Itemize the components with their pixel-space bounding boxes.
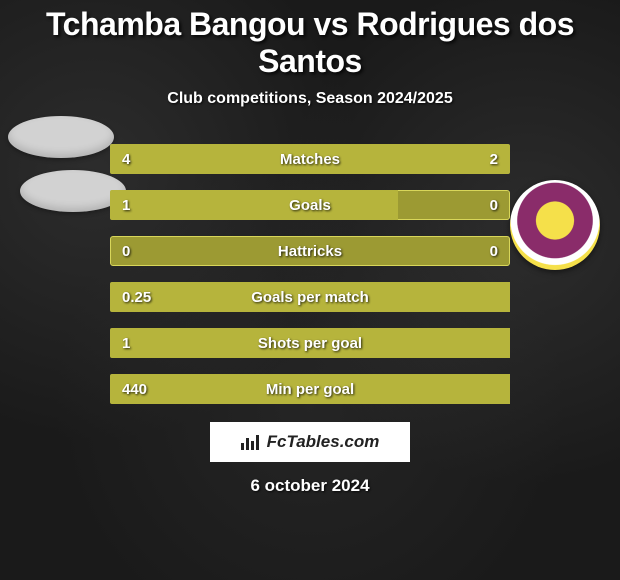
stat-value-right: 0: [490, 190, 498, 220]
stat-label: Matches: [110, 144, 510, 174]
page-title: Tchamba Bangou vs Rodrigues dos Santos: [0, 6, 620, 80]
stat-row: Min per goal440: [110, 374, 510, 404]
stat-value-left: 0: [122, 236, 130, 266]
player-left-avatar-placeholder: [8, 116, 114, 158]
stat-value-right: 0: [490, 236, 498, 266]
brand-badge: FcTables.com: [210, 422, 410, 462]
page-subtitle: Club competitions, Season 2024/2025: [0, 90, 620, 108]
stat-row: Goals1 0: [110, 190, 510, 220]
stat-row: Hattricks0 0: [110, 236, 510, 266]
stat-label: Shots per goal: [110, 328, 510, 358]
stat-value-left: 0.25: [122, 282, 151, 312]
stat-label: Goals: [110, 190, 510, 220]
infographic-container: Tchamba Bangou vs Rodrigues dos Santos C…: [0, 0, 620, 496]
date-label: 6 october 2024: [0, 476, 620, 496]
stat-value-left: 1: [122, 190, 130, 220]
bars-icon: [241, 435, 259, 450]
stat-row: Matches4 2: [110, 144, 510, 174]
stat-label: Hattricks: [110, 236, 510, 266]
team-right-badge: [510, 180, 600, 270]
stat-value-left: 1: [122, 328, 130, 358]
stat-label: Min per goal: [110, 374, 510, 404]
stat-value-left: 440: [122, 374, 147, 404]
stat-value-left: 4: [122, 144, 130, 174]
stat-row: Goals per match0.25: [110, 282, 510, 312]
stat-value-right: 2: [490, 144, 498, 174]
stat-row: Shots per goal1: [110, 328, 510, 358]
brand-label: FcTables.com: [267, 432, 380, 452]
stat-label: Goals per match: [110, 282, 510, 312]
